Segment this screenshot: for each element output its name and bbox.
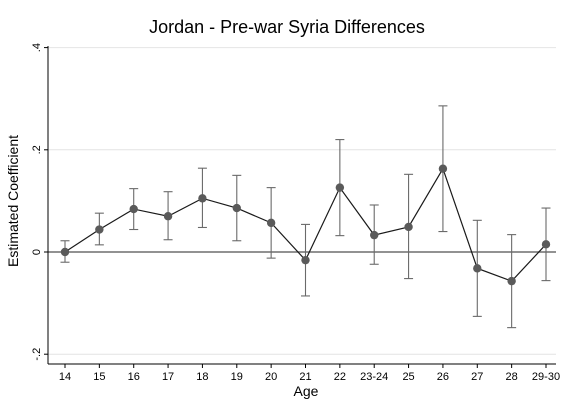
x-tick-label: 14 xyxy=(59,371,71,383)
chart-title: Jordan - Pre-war Syria Differences xyxy=(149,17,425,37)
x-tick-label: 20 xyxy=(265,371,277,383)
x-tick-label: 15 xyxy=(93,371,105,383)
data-point xyxy=(370,230,379,240)
data-point xyxy=(438,164,448,173)
y-tick-label: .2 xyxy=(31,145,43,154)
y-tick-label: -.2 xyxy=(31,348,43,361)
axis-layer: -.2 0 .2 .4 14 15 16 17 18 19 20 21 22 23-24 25 26 27 28 2… xyxy=(31,43,560,383)
x-tick-label: 16 xyxy=(128,371,140,383)
y-tick-label: .4 xyxy=(31,43,43,52)
x-tick-label: 18 xyxy=(196,371,208,383)
data-point xyxy=(541,240,551,249)
x-tick-label: 23-24 xyxy=(360,371,388,383)
x-tick-label: 21 xyxy=(299,371,311,383)
data-point xyxy=(232,203,241,213)
x-tick-label: 27 xyxy=(471,371,483,383)
x-tick-label: 26 xyxy=(437,371,449,383)
data-point xyxy=(404,222,413,232)
data-point xyxy=(198,194,207,203)
x-tick-label: 29-30 xyxy=(532,371,560,383)
x-tick-label: 22 xyxy=(334,371,346,383)
data-point xyxy=(129,204,138,214)
x-axis-title: Age xyxy=(294,383,319,399)
data-point xyxy=(335,183,345,192)
data-point xyxy=(301,255,310,265)
data-point xyxy=(95,225,104,234)
x-tick-label: 19 xyxy=(231,371,243,383)
data-point xyxy=(507,276,516,286)
data-point xyxy=(473,264,482,273)
data-point xyxy=(163,212,173,221)
data-point-layer xyxy=(60,164,551,286)
data-point xyxy=(60,247,70,257)
data-point xyxy=(266,218,276,228)
y-tick-label: 0 xyxy=(31,249,43,255)
x-tick-label: 28 xyxy=(506,371,518,383)
x-tick-label: 25 xyxy=(402,371,414,383)
x-tick-label: 17 xyxy=(162,371,174,383)
y-axis-title: Estimated Coefficient xyxy=(5,135,21,267)
grid-layer xyxy=(48,47,556,355)
